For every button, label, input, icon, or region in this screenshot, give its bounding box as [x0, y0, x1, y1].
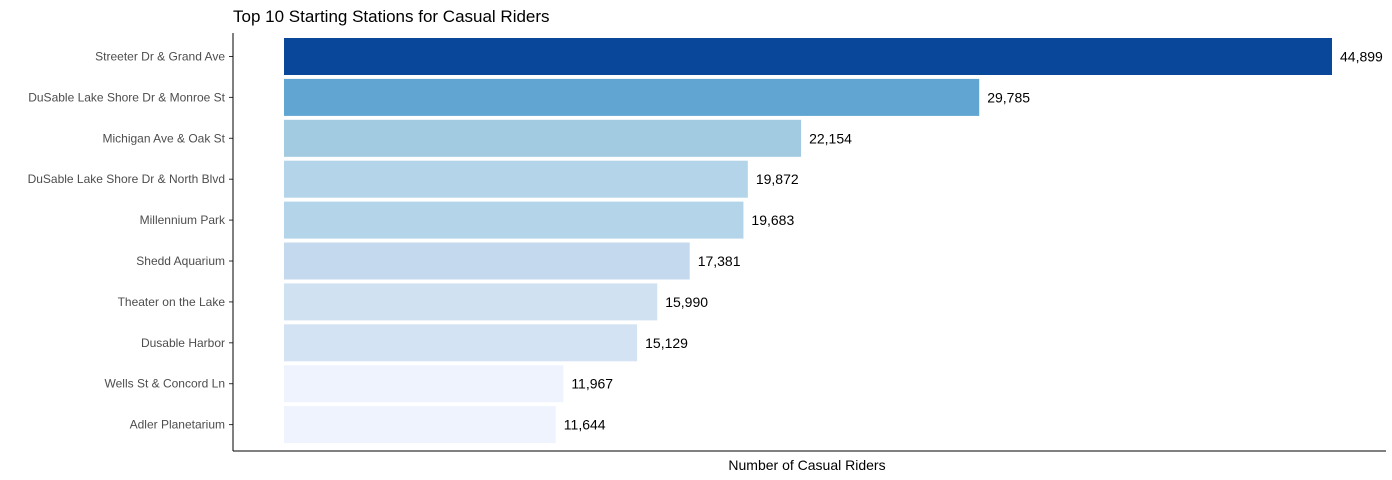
data-label-2: 22,154: [809, 130, 852, 146]
x-axis-label: Number of Casual Riders: [728, 457, 885, 473]
bar-6: [284, 283, 658, 321]
y-tick-label-7: Dusable Harbor: [141, 336, 225, 350]
bar-2: [284, 119, 802, 157]
bar-5: [284, 242, 690, 280]
bar-9: [284, 406, 556, 444]
bar-3: [284, 160, 748, 198]
bar-0: [284, 38, 1332, 75]
y-tick-marks: [229, 56, 233, 426]
bar-4: [284, 201, 744, 239]
y-tick-label-3: DuSable Lake Shore Dr & North Blvd: [28, 172, 225, 186]
data-label-9: 11,644: [564, 417, 606, 433]
y-tick-label-9: Adler Planetarium: [130, 418, 225, 432]
y-tick-label-0: Streeter Dr & Grand Ave: [95, 50, 225, 64]
data-label-7: 15,129: [645, 335, 688, 351]
y-tick-label-5: Shedd Aquarium: [136, 254, 225, 268]
bar-7: [284, 324, 638, 362]
y-tick-label-8: Wells St & Concord Ln: [105, 377, 226, 391]
data-label-0: 44,899: [1340, 49, 1383, 65]
y-tick-label-4: Millennium Park: [140, 213, 226, 227]
data-label-1: 29,785: [987, 89, 1030, 105]
data-label-4: 19,683: [751, 212, 794, 228]
y-tick-labels: Streeter Dr & Grand Ave DuSable Lake Shor…: [28, 50, 226, 432]
data-label-8: 11,967: [571, 376, 613, 392]
bars-group: 44,899 29,785 22,154 19,872 19,683 17,381 15,9…: [284, 38, 1383, 444]
y-tick-label-2: Michigan Ave & Oak St: [102, 131, 225, 145]
chart-title: Top 10 Starting Stations for Casual Ride…: [233, 7, 550, 26]
data-label-5: 17,381: [698, 253, 741, 269]
bar-1: [284, 78, 980, 116]
y-tick-label-1: DuSable Lake Shore Dr & Monroe St: [28, 90, 225, 104]
data-label-6: 15,990: [665, 294, 708, 310]
y-tick-label-6: Theater on the Lake: [118, 295, 226, 309]
data-label-3: 19,872: [756, 171, 799, 187]
bar-8: [284, 365, 564, 403]
